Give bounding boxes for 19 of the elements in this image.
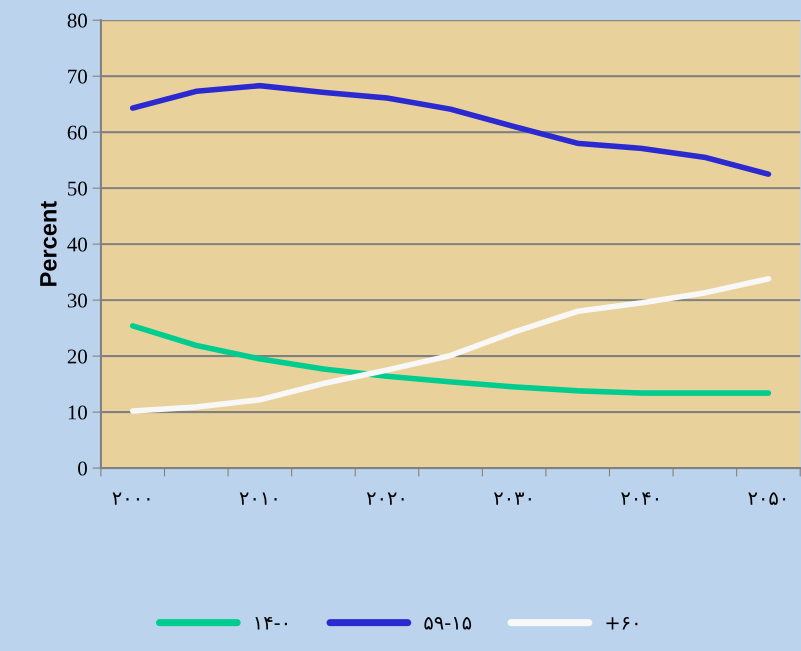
y-tick-label: 0 [78, 461, 87, 476]
y-tick-label: 80 [68, 14, 87, 28]
x-tick-label: ۲۰۳۰ [494, 492, 531, 505]
x-tick-label: ۲۰۰۰ [112, 492, 150, 505]
y-tick-label: 40 [67, 238, 87, 252]
y-tick-label: 10 [68, 405, 87, 420]
x-tick-label: ۲۰۱۰ [240, 492, 277, 505]
x-tick-label: ۲۰۲۰ [366, 492, 404, 505]
legend-label: ۵۹-۱۵ [424, 616, 472, 630]
x-tick-label: ۲۰۴۰ [621, 492, 658, 505]
y-tick-label: 50 [68, 182, 87, 196]
y-tick-label: 30 [68, 293, 87, 308]
legend-label: +۶۰ [606, 617, 638, 630]
x-tick-label: ۲۰۵۰ [748, 492, 786, 505]
y-tick-label: 20 [68, 349, 87, 364]
legend-label: ۱۴-۰ [255, 616, 287, 630]
y-axis-title: Percent [40, 201, 57, 286]
y-tick-label: 60 [68, 126, 87, 140]
y-tick-label: 70 [68, 70, 87, 84]
